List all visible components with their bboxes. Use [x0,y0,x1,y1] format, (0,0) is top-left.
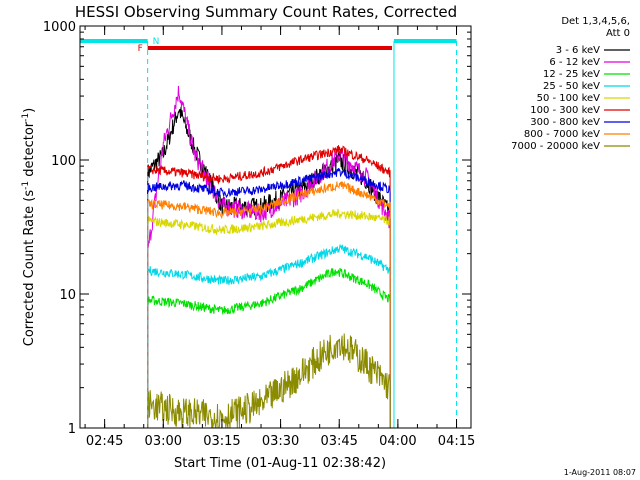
x-tick-label: 03:15 [203,434,240,449]
legend-label: 800 - 7000 keV [524,129,600,140]
legend-label: 100 - 300 keV [530,105,600,116]
y-tick-label: 100 [51,154,76,169]
legend-label: 3 - 6 keV [556,45,600,56]
legend-label: 7000 - 20000 keV [511,141,600,152]
legend-label: 50 - 100 keV [537,93,601,104]
plot-timestamp: 1-Aug-2011 08:07 [564,468,636,477]
y-axis-label: Corrected Count Rate (s-1 detector-1) [21,108,37,346]
axis-ticks: 1 10 100 1000 02:45 03:00 03:15 03:30 03:45 04:00… [43,20,475,449]
x-tick-label: 03:45 [320,434,357,449]
chart-title: HESSI Observing Summary Count Rates, Cor… [75,3,457,21]
legend-header-line: Det 1,3,4,5,6, [561,16,630,27]
series-line-300-800-kev [147,168,391,428]
night-flag-label: N [153,37,160,47]
series-line-6-12-kev [147,85,391,428]
x-tick-label: 03:00 [145,434,182,449]
x-tick-label: 04:15 [438,434,475,449]
series-line-12-25-kev [147,267,391,428]
x-tick-label: 03:30 [262,434,299,449]
flare-flag-label: F [138,44,143,54]
legend-label: 6 - 12 keV [549,57,600,68]
series-line-50-100-kev [147,208,391,428]
series-line-100-300-kev [147,145,391,428]
legend-label: 300 - 800 keV [530,117,600,128]
legend-label: 12 - 25 keV [543,69,600,80]
x-tick-label: 04:00 [379,434,416,449]
legend-label: 25 - 50 keV [543,81,600,92]
series-line-7000-20000-kev [147,333,391,429]
legend-header-line: Att 0 [606,28,630,39]
x-axis-label: Start Time (01-Aug-11 02:38:42) [174,456,386,471]
plot-area: FN [79,37,458,429]
plot-frame [79,25,472,429]
x-tick-label: 02:45 [86,434,123,449]
series-line-800-7000-kev [147,180,391,428]
y-tick-label: 10 [59,288,76,303]
series-line-25-50-kev [147,244,391,428]
y-tick-label: 1000 [43,20,76,35]
series-line-3-6-kev [147,106,391,428]
y-tick-label: 1 [68,422,76,437]
